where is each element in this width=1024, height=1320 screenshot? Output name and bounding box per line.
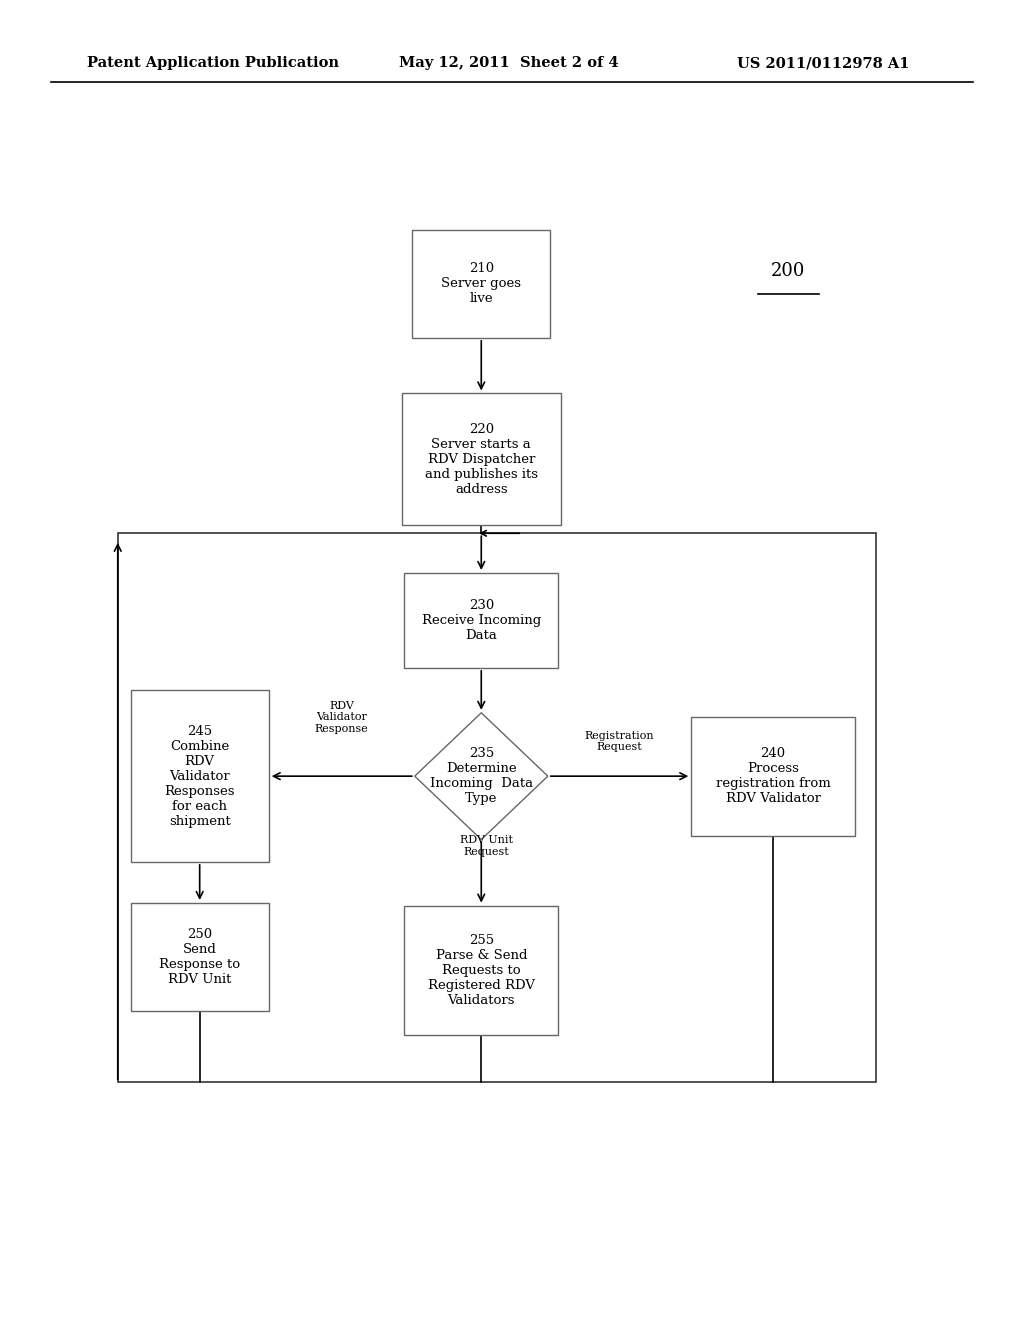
Text: 240
Process
registration from
RDV Validator: 240 Process registration from RDV Valida… [716,747,830,805]
Text: US 2011/0112978 A1: US 2011/0112978 A1 [737,57,909,70]
Bar [131,903,268,1011]
Bar [404,906,558,1035]
Text: 245
Combine
RDV
Validator
Responses
for each
shipment: 245 Combine RDV Validator Responses for … [165,725,234,828]
Bar [404,573,558,668]
Text: Registration
Request: Registration Request [585,731,654,752]
Text: May 12, 2011  Sheet 2 of 4: May 12, 2011 Sheet 2 of 4 [399,57,618,70]
Text: 210
Server goes
live: 210 Server goes live [441,263,521,305]
Text: 200: 200 [771,261,806,280]
Bar [401,393,561,525]
Bar [131,690,268,862]
Text: Patent Application Publication: Patent Application Publication [87,57,339,70]
Text: 230
Receive Incoming
Data: 230 Receive Incoming Data [422,599,541,642]
Bar [412,230,551,338]
Text: 250
Send
Response to
RDV Unit: 250 Send Response to RDV Unit [159,928,241,986]
Text: 255
Parse & Send
Requests to
Registered RDV
Validators: 255 Parse & Send Requests to Registered … [428,933,535,1007]
Text: RDV
Validator
Response: RDV Validator Response [315,701,369,734]
Polygon shape [415,713,548,840]
Bar [118,533,876,1082]
Bar [691,717,855,836]
Text: RDV Unit
Request: RDV Unit Request [460,836,513,857]
Text: 235
Determine
Incoming  Data
Type: 235 Determine Incoming Data Type [430,747,532,805]
Text: 220
Server starts a
RDV Dispatcher
and publishes its
address: 220 Server starts a RDV Dispatcher and p… [425,422,538,496]
